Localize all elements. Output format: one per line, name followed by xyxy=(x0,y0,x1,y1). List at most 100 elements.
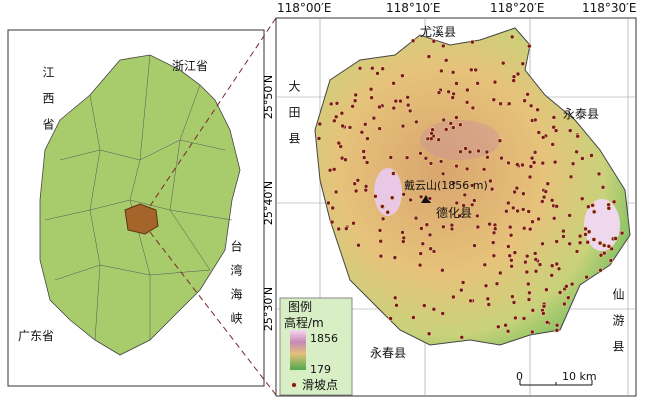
landslide-point xyxy=(364,160,370,165)
landslide-point xyxy=(411,315,416,320)
landslide-point xyxy=(368,86,374,92)
landslide-point xyxy=(352,98,358,103)
landslide-point xyxy=(363,187,369,193)
place-label: 永泰县 xyxy=(563,107,600,121)
landslide-point xyxy=(361,155,367,160)
landslide-point xyxy=(484,149,490,155)
landslide-point xyxy=(540,160,546,166)
landslide-point xyxy=(541,194,547,200)
landslide-point xyxy=(526,209,532,214)
landslide-point xyxy=(326,200,331,206)
landslide-point xyxy=(551,124,557,130)
landslide-point xyxy=(400,73,405,78)
landslide-point xyxy=(541,311,546,316)
landslide-point xyxy=(459,334,465,340)
landslide-point xyxy=(557,290,563,295)
landslide-point xyxy=(527,174,533,180)
landslide-point xyxy=(347,125,353,130)
landslide-point xyxy=(549,272,555,278)
landslide-point xyxy=(440,43,446,49)
landslide-point xyxy=(398,98,403,104)
landslide-point xyxy=(400,230,405,235)
landslide-point xyxy=(365,136,370,141)
landslide-point xyxy=(488,178,493,184)
landslide-point xyxy=(476,148,481,154)
landslide-point xyxy=(391,105,397,111)
landslide-point xyxy=(540,135,546,140)
legend-min: 179 xyxy=(310,363,331,376)
landslide-point xyxy=(505,328,511,334)
county-borders xyxy=(44,54,233,341)
landslide-point xyxy=(331,118,337,124)
landslide-point xyxy=(436,90,442,95)
landslide-point xyxy=(436,137,442,142)
landslide-point xyxy=(380,66,386,71)
landslide-point xyxy=(454,163,459,169)
landslide-point xyxy=(327,167,333,173)
landslide-point xyxy=(357,66,363,71)
landslide-point xyxy=(462,192,468,198)
landslide-point xyxy=(494,281,500,287)
landslide-point xyxy=(527,226,533,232)
landslide-point xyxy=(506,101,512,106)
landslide-point xyxy=(528,164,534,169)
landslide-point xyxy=(464,100,470,105)
landslide-point xyxy=(512,189,517,195)
landslide-point xyxy=(481,167,487,172)
landslide-point xyxy=(377,126,382,131)
landslide-point xyxy=(431,38,437,44)
landslide-point xyxy=(564,283,569,289)
landslide-point xyxy=(450,70,456,75)
landslide-points xyxy=(316,34,625,340)
landslide-point xyxy=(567,128,573,133)
landslide-point xyxy=(369,95,374,100)
landslide-point xyxy=(470,39,475,45)
landslide-point xyxy=(613,236,618,241)
landslide-point xyxy=(511,78,517,83)
landslide-point xyxy=(486,302,492,307)
landslide-point xyxy=(410,38,416,44)
landslide-point xyxy=(536,216,541,222)
scale-bar xyxy=(519,380,593,386)
landslide-point xyxy=(495,324,501,330)
landslide-point xyxy=(521,225,527,231)
landslide-point xyxy=(451,91,456,97)
landslide-point xyxy=(515,208,520,214)
landslide-point xyxy=(499,155,504,161)
landslide-point xyxy=(577,233,583,239)
high-peak xyxy=(374,168,402,216)
landslide-point xyxy=(586,229,592,234)
landslide-point xyxy=(429,131,434,136)
elevation-ramp xyxy=(290,330,306,370)
landslide-point xyxy=(553,128,559,133)
landslide-point xyxy=(385,209,391,215)
landslide-point xyxy=(525,92,530,97)
landslide-point xyxy=(540,241,545,247)
landslide-point xyxy=(334,101,340,106)
landslide-point xyxy=(471,198,477,203)
landslide-point xyxy=(425,136,431,142)
lat-label: 25°30′N xyxy=(262,287,275,331)
landslide-point xyxy=(441,117,447,123)
landslide-point xyxy=(492,226,498,231)
landslide-point xyxy=(554,322,560,328)
landslide-point xyxy=(567,241,573,247)
landslide-point xyxy=(451,180,457,186)
landslide-point xyxy=(343,226,349,231)
scale-start: 0 xyxy=(516,370,523,383)
landslide-point xyxy=(554,327,560,333)
landslide-point xyxy=(468,67,474,73)
landslide-point xyxy=(328,101,334,107)
landslide-point xyxy=(513,315,518,321)
landslide-point xyxy=(520,61,526,67)
landslide-point xyxy=(551,115,557,120)
landslide-point xyxy=(353,92,359,98)
landslide-point xyxy=(400,123,406,129)
landslide-point xyxy=(391,81,396,86)
landslide-point xyxy=(485,296,491,302)
landslide-point xyxy=(569,281,575,287)
place-label: 大田县 xyxy=(287,80,301,158)
landslide-point xyxy=(590,203,595,208)
landslide-point xyxy=(490,240,496,245)
